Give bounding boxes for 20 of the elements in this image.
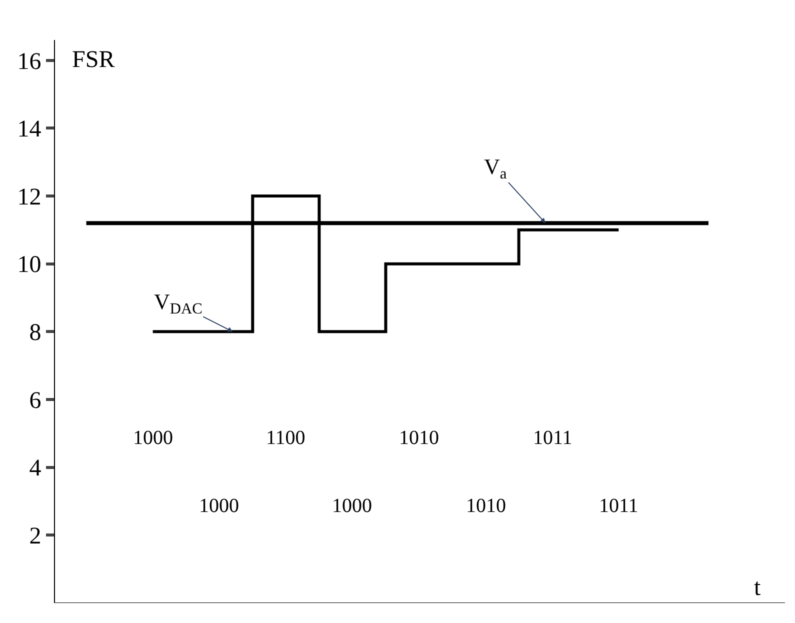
x-axis-title: t [754,575,761,601]
annotation: 1000 [332,495,372,517]
ref-line-label: V$_{a}$ [484,154,507,183]
series-label: V$_{DAC}$ [154,289,202,318]
annotation: 1011 [533,427,572,449]
annotation: 1100 [266,427,306,449]
annotation: 1000 [133,427,173,449]
y-tick-label: 14 [17,116,42,143]
y-tick-label: 2 [29,524,42,550]
annotation: 1011 [599,495,638,517]
y-tick-label: 6 [29,388,42,414]
annotation: 1000 [199,495,239,517]
annotation: 1010 [399,427,439,449]
annotation: 1010 [466,495,506,517]
y-tick-label: 16 [17,48,42,75]
y-tick-label: 8 [29,320,42,346]
y-tick-label: 4 [29,456,42,482]
y-axis-title: FSR [72,47,115,73]
y-tick-label: 10 [17,252,42,278]
y-tick-label: 12 [17,184,42,210]
